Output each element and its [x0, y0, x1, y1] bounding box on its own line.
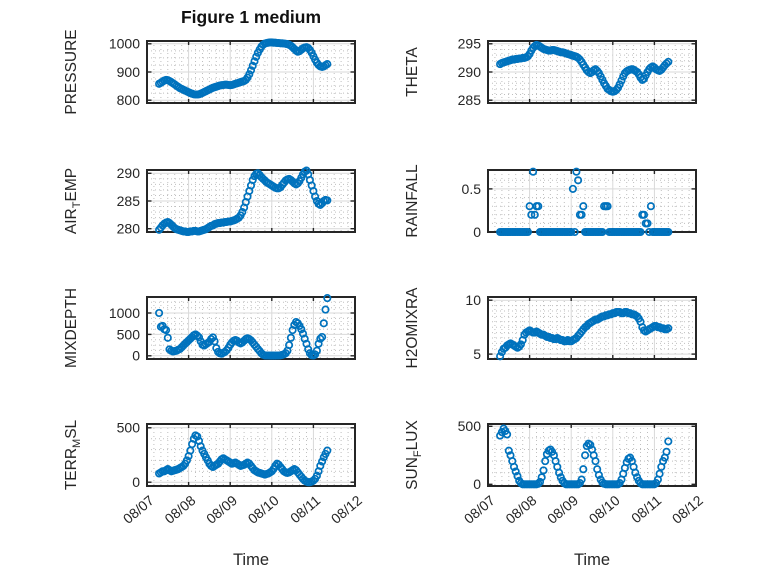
svg-text:500: 500 [458, 418, 482, 434]
ylabel-rainfall: RAINFALL [404, 164, 421, 238]
svg-text:08/10: 08/10 [586, 492, 623, 527]
figure-title: Figure 1 medium [180, 7, 322, 27]
svg-text:295: 295 [458, 36, 482, 52]
subplot-air-temp: AIRTEMP 280 285 290 [40, 164, 363, 242]
svg-text:1000: 1000 [109, 36, 140, 52]
x-axis-label-right: Time [573, 551, 611, 569]
subplot-theta: THETA 285 290 295 [381, 35, 704, 113]
svg-text:08/11: 08/11 [287, 492, 323, 526]
subplot-sun-flux: SUNFLUX 0 500 08/07 08/08 08/09 08/10 08/11 08/… [381, 418, 706, 544]
svg-text:285: 285 [458, 92, 482, 108]
svg-text:08/07: 08/07 [461, 492, 498, 527]
chart-mixdepth: 0 500 1000 [109, 294, 356, 364]
svg-text:0: 0 [473, 476, 481, 492]
svg-text:08/11: 08/11 [628, 492, 664, 526]
svg-text:08/12: 08/12 [328, 492, 365, 527]
subplot-mixdepth: MIXDEPTH 0 500 1000 [40, 288, 363, 369]
svg-text:1000: 1000 [109, 305, 140, 321]
ylabel-mixdepth: MIXDEPTH [63, 287, 80, 369]
chart-terr-msl: 0 500 08/07 08/08 08/09 08/10 08/11 08/12 [117, 420, 365, 527]
subplot-terr-msl: TERRMSL 0 500 08/07 08/08 08/09 08/10 08/11 08/… [40, 418, 365, 544]
chart-air-temp: 280 285 290 [117, 165, 356, 237]
chart-rainfall: 00.5 [462, 167, 697, 240]
ylabel-air-temp: AIRTEMP [63, 167, 83, 235]
ylabel-h2omixra: H2OMIXRA [404, 287, 421, 369]
svg-text:500: 500 [117, 326, 141, 342]
svg-text:08/09: 08/09 [544, 492, 581, 527]
svg-text:0: 0 [473, 224, 481, 240]
svg-text:0: 0 [132, 348, 140, 364]
svg-text:290: 290 [117, 165, 141, 181]
svg-text:5: 5 [473, 346, 481, 362]
ylabel-sun-flux: SUNFLUX [404, 420, 424, 490]
ylabel-theta: THETA [404, 47, 421, 97]
svg-text:10: 10 [465, 292, 481, 308]
svg-text:290: 290 [458, 64, 482, 80]
ylabel-pressure: PRESSURE [63, 29, 80, 115]
svg-text:08/09: 08/09 [203, 492, 240, 527]
svg-text:08/12: 08/12 [669, 492, 706, 527]
chart-sun-flux: 0 500 08/07 08/08 08/09 08/10 08/11 08/12 [458, 418, 706, 527]
svg-text:500: 500 [117, 420, 141, 436]
chart-pressure: 800 900 1000 [109, 36, 356, 108]
svg-text:08/07: 08/07 [120, 492, 157, 527]
subplot-h2omixra: H2OMIXRA 5 10 [381, 288, 704, 369]
svg-text:0.5: 0.5 [462, 181, 482, 197]
svg-text:08/10: 08/10 [245, 492, 282, 527]
subplot-pressure: PRESSURE 800 900 1000 [40, 29, 363, 115]
svg-text:285: 285 [117, 193, 141, 209]
svg-text:280: 280 [117, 221, 141, 237]
chart-theta: 285 290 295 [458, 36, 697, 108]
ylabel-terr-msl: TERRMSL [63, 419, 83, 491]
x-axis-label-left: Time [232, 551, 270, 569]
svg-text:900: 900 [117, 64, 141, 80]
svg-text:0: 0 [132, 474, 140, 490]
svg-text:800: 800 [117, 92, 141, 108]
svg-text:08/08: 08/08 [161, 492, 198, 527]
svg-text:08/08: 08/08 [502, 492, 539, 527]
subplot-rainfall: RAINFALL 0 0.5 [381, 164, 704, 242]
chart-h2omixra: 5 10 [465, 292, 697, 362]
